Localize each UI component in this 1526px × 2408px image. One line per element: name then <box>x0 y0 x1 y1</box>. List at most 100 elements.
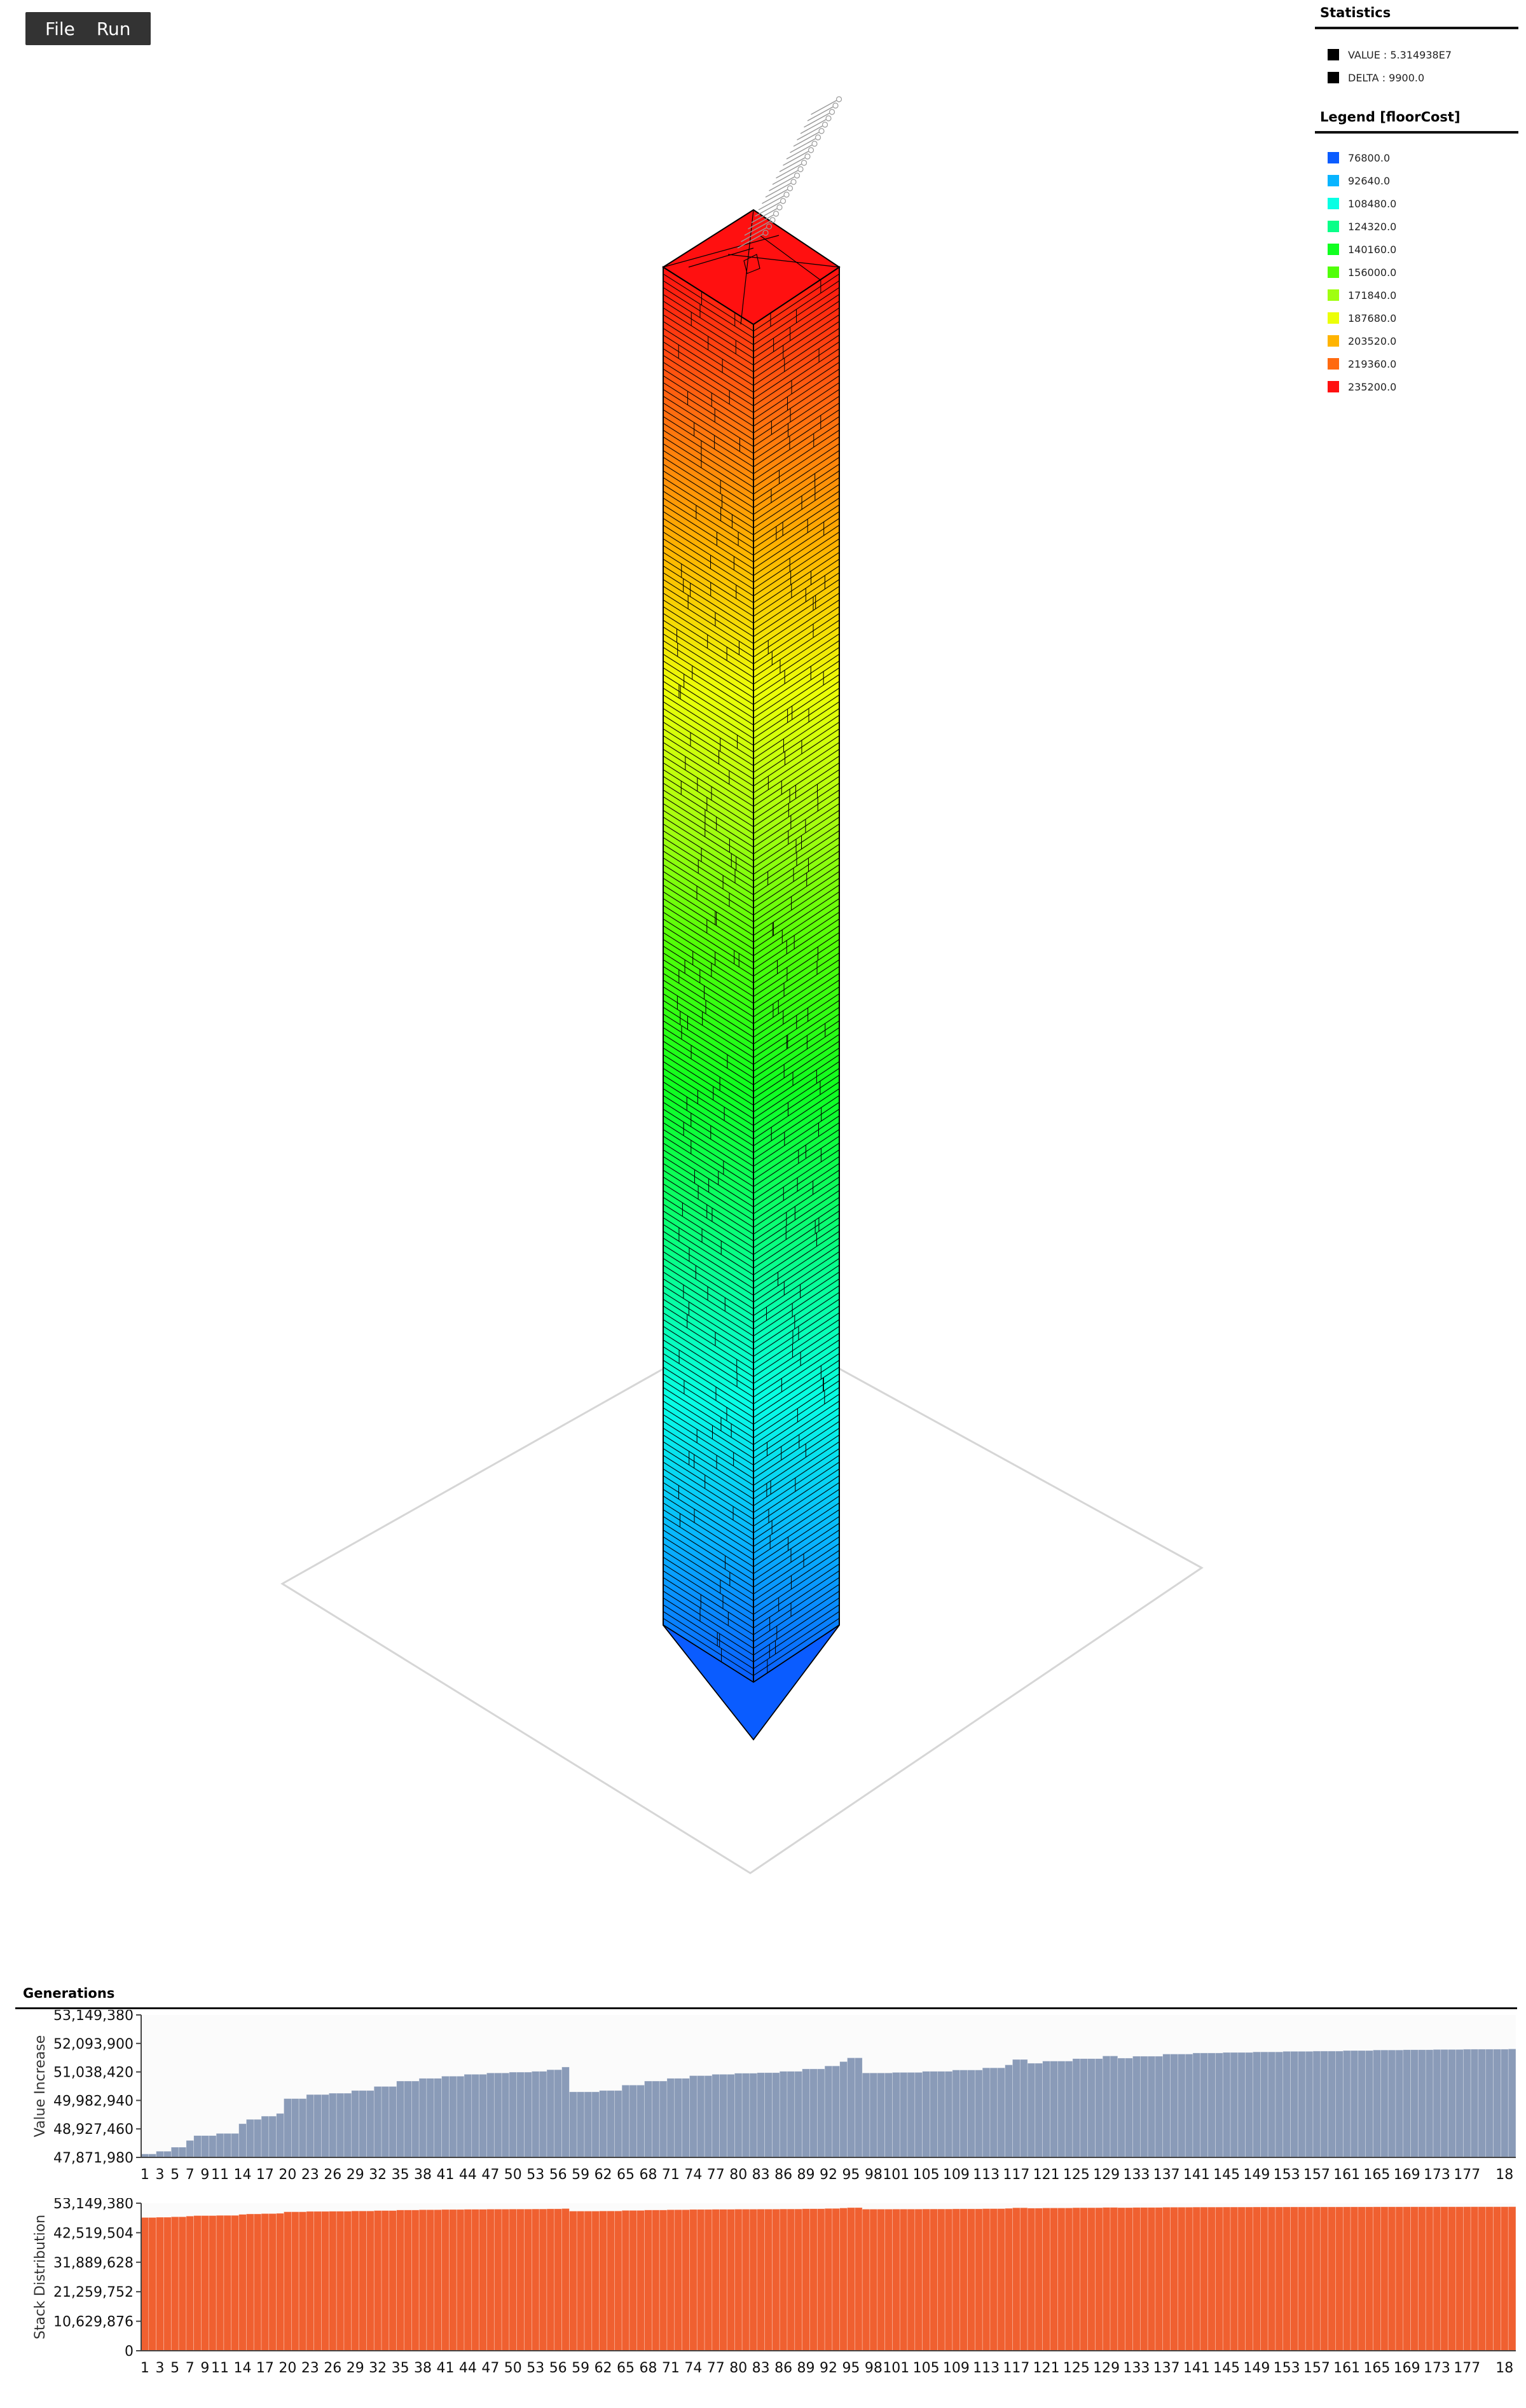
floor-line <box>753 1380 840 1439</box>
bar <box>614 2090 622 2158</box>
bar <box>636 2085 645 2158</box>
bar <box>629 2085 638 2158</box>
bar <box>922 2071 930 2158</box>
x-tick-label: 153 <box>1274 2167 1300 2183</box>
y-tick-label: 51,038,420 <box>53 2065 134 2081</box>
bar <box>689 2209 698 2351</box>
bar <box>501 2209 510 2351</box>
floor-line <box>663 708 754 766</box>
floor-line <box>663 273 754 332</box>
bar <box>464 2209 472 2351</box>
x-tick-label: 165 <box>1363 2360 1390 2376</box>
floor-line <box>753 1135 840 1194</box>
bar <box>621 2085 630 2158</box>
floor-line <box>663 952 754 1011</box>
floor-line <box>753 484 840 543</box>
floor-line <box>753 1346 840 1404</box>
menu-file[interactable]: File <box>45 18 75 39</box>
floor-line <box>663 1238 754 1296</box>
floor-line <box>663 1414 754 1472</box>
floor-line <box>753 850 840 909</box>
floor-line <box>753 1238 840 1296</box>
floor-label-mark <box>769 176 795 191</box>
floor-line <box>753 1149 840 1208</box>
legend-item-label: 156000.0 <box>1348 266 1397 279</box>
bar <box>862 2209 870 2351</box>
legend-item-6: 171840.0 <box>1328 289 1396 301</box>
x-tick-label: 9 <box>200 2360 209 2376</box>
bar <box>1282 2206 1291 2351</box>
x-tick-label: 95 <box>842 2167 860 2183</box>
floor-line <box>753 1401 840 1459</box>
floor-line <box>753 1543 840 1602</box>
bar <box>223 2133 232 2158</box>
legend-item-label: 140160.0 <box>1348 243 1397 256</box>
bar <box>1170 2207 1178 2351</box>
statistics-row-label: VALUE : 5.314938E7 <box>1348 48 1452 61</box>
bar <box>1192 2052 1201 2158</box>
statistics-row-0: VALUE : 5.314938E7 <box>1328 48 1452 61</box>
floor-line <box>753 946 840 1004</box>
floor-line <box>753 1502 840 1561</box>
statistics-row-label: DELTA : 9900.0 <box>1348 71 1425 84</box>
floor-line <box>753 701 840 759</box>
floor-line <box>753 1556 840 1615</box>
bar <box>501 2072 510 2158</box>
floor-line <box>753 1190 840 1249</box>
bar <box>599 2210 607 2351</box>
bar <box>952 2070 961 2158</box>
bar <box>366 2090 375 2158</box>
floor-line <box>663 341 754 399</box>
menu-run[interactable]: Run <box>96 18 131 39</box>
floor-line <box>663 789 754 848</box>
floor-line <box>753 504 840 563</box>
bar <box>666 2078 675 2158</box>
bar <box>652 2210 660 2351</box>
floor-line <box>753 959 840 1018</box>
bar <box>313 2211 322 2351</box>
bar <box>381 2086 390 2158</box>
bar <box>329 2211 337 2351</box>
bar <box>1410 2206 1419 2351</box>
floor-line <box>753 335 840 393</box>
bar <box>373 2086 382 2158</box>
x-tick-label: 20 <box>278 2360 296 2376</box>
bar <box>284 2211 292 2351</box>
x-tick-label: 86 <box>774 2167 792 2183</box>
floor-line <box>753 735 840 794</box>
floor-label-mark <box>797 166 804 172</box>
floor-line <box>753 1482 840 1540</box>
bar <box>486 2072 495 2158</box>
floor-label-mark <box>737 233 764 249</box>
bar <box>532 2208 540 2351</box>
bar <box>1267 2051 1276 2158</box>
floor-line <box>663 450 754 508</box>
x-tick-label: 62 <box>595 2167 612 2183</box>
floor-line <box>753 1516 840 1574</box>
floor-line <box>753 1570 840 1629</box>
bar <box>1035 2063 1043 2158</box>
bar <box>1230 2206 1239 2351</box>
bar <box>1147 2207 1156 2351</box>
bar <box>1019 2059 1028 2158</box>
floor-line <box>753 952 840 1011</box>
floor-line <box>663 1285 754 1343</box>
floor-line <box>663 1115 754 1173</box>
floor-line <box>663 1190 754 1249</box>
bar <box>493 2209 502 2351</box>
bar <box>1358 2050 1366 2158</box>
bar <box>1155 2056 1164 2158</box>
bar <box>930 2208 938 2351</box>
floor-line <box>753 382 840 440</box>
floor-line <box>663 545 754 604</box>
floor-line <box>663 1054 754 1112</box>
floor-line <box>663 925 754 983</box>
bar <box>599 2090 607 2158</box>
bar <box>193 2135 202 2158</box>
3d-viewport[interactable] <box>0 0 1526 1908</box>
bar <box>1170 2054 1178 2158</box>
bar <box>1425 2049 1434 2158</box>
floor-line <box>753 742 840 800</box>
bar <box>952 2208 961 2351</box>
floor-label-mark <box>825 115 832 121</box>
